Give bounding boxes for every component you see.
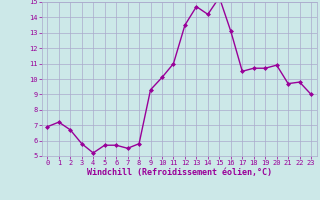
X-axis label: Windchill (Refroidissement éolien,°C): Windchill (Refroidissement éolien,°C): [87, 168, 272, 177]
